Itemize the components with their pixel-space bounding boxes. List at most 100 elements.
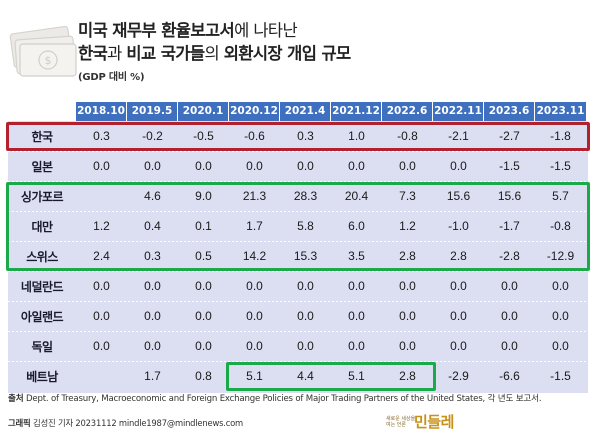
- table-cell: 0.0: [399, 309, 416, 323]
- row-label: 아일랜드: [20, 309, 64, 324]
- table-header-row: 2018.10 2019.5 2020.1 2020.12 2021.4 2021.12 2…: [76, 102, 586, 121]
- table-cell: 0.0: [450, 339, 467, 353]
- table-cell: 7.3: [399, 189, 416, 203]
- title-part: 에 나타난: [234, 21, 298, 40]
- title-part: 미국 재무부 환율보고서: [78, 21, 235, 40]
- table-cell: -0.6: [244, 129, 265, 143]
- table-cell: 1.0: [348, 129, 365, 143]
- table-cell: 1.2: [399, 219, 416, 233]
- row-label: 싱가포르: [20, 189, 64, 204]
- table-row: 대만 1.2 0.4 0.1 1.7 5.8 6.0 1.2 -1.0 -1.7 -0.8: [8, 211, 588, 241]
- table-cell: 5.8: [297, 219, 314, 233]
- title-line-2: 한국과 비교 국가들의 외환시장 개입 규모: [78, 40, 351, 64]
- table-cell: 0.0: [195, 339, 212, 353]
- table-cell: 5.1: [246, 369, 263, 383]
- table-cell: -0.2: [142, 129, 163, 143]
- table-cell: 15.3: [293, 249, 318, 263]
- column-header: 2022.11: [433, 102, 484, 121]
- unit-label: (GDP 대비 %): [78, 72, 145, 83]
- table-cell: 2.4: [93, 249, 110, 263]
- logo: 민들레: [414, 413, 454, 431]
- table-cell: 0.3: [93, 129, 110, 143]
- table-cell: -0.5: [193, 129, 214, 143]
- logo-tagline: 새로운 세상을 여는 언론: [386, 416, 416, 428]
- source-text: Dept. of Treasury, Macroeconomic and For…: [23, 394, 542, 404]
- table-cell: 0.0: [93, 279, 110, 293]
- table-cell: -2.8: [499, 249, 520, 263]
- table-cell: 0.0: [399, 159, 416, 173]
- table-cell: 0.0: [144, 159, 161, 173]
- money-bills-icon: $: [9, 25, 77, 77]
- table-cell: -1.8: [550, 129, 571, 143]
- highlight-box-red: [6, 122, 590, 151]
- table-cell: 3.5: [348, 249, 365, 263]
- table-row: 스위스 2.4 0.3 0.5 14.2 15.3 3.5 2.8 2.8 -2.8 -12.9: [8, 241, 588, 271]
- table-row: 한국 0.3 -0.2 -0.5 -0.6 0.3 1.0 -0.8 -2.1 -2.7 -1.8: [8, 121, 588, 151]
- table-cell: 0.0: [297, 159, 314, 173]
- title-part: 과: [107, 44, 127, 63]
- table-cell: 0.0: [144, 309, 161, 323]
- table-cell: -1.5: [550, 159, 571, 173]
- table-cell: 6.0: [348, 219, 365, 233]
- row-label: 네덜란드: [20, 279, 64, 294]
- table-cell: -1.7: [499, 219, 520, 233]
- table-cell: 21.3: [242, 189, 267, 203]
- table-cell: 0.0: [195, 279, 212, 293]
- row-divider: [8, 211, 588, 212]
- column-header: 2023.6: [484, 102, 535, 121]
- title-part: 한국: [78, 44, 108, 63]
- column-header: 2020.1: [178, 102, 229, 121]
- row-divider: [8, 151, 588, 152]
- table-cell: 0.0: [501, 309, 518, 323]
- row-label: 베트남: [26, 369, 58, 384]
- title-part: 의: [204, 44, 224, 63]
- table-cell: 0.0: [399, 279, 416, 293]
- table-cell: 9.0: [195, 189, 212, 203]
- table-cell: 15.6: [497, 189, 522, 203]
- table-cell: 0.0: [552, 279, 569, 293]
- column-header: 2019.5: [127, 102, 178, 121]
- table-cell: 2.8: [399, 369, 416, 383]
- column-header: 2020.12: [229, 102, 280, 121]
- table-cell: 0.0: [246, 309, 263, 323]
- row-label: 스위스: [26, 249, 58, 264]
- table-cell: -0.8: [397, 129, 418, 143]
- table-cell: -1.0: [448, 219, 469, 233]
- table-cell: 0.0: [552, 309, 569, 323]
- column-header: 2023.11: [535, 102, 586, 121]
- table-cell: 20.4: [344, 189, 369, 203]
- table-cell: -0.8: [550, 219, 571, 233]
- svg-text:$: $: [45, 54, 52, 67]
- row-divider: [8, 301, 588, 302]
- table-cell: 4.4: [297, 369, 314, 383]
- row-divider: [8, 361, 588, 362]
- table-cell: 0.0: [552, 339, 569, 353]
- table-cell: 1.7: [246, 219, 263, 233]
- table-cell: 0.0: [144, 279, 161, 293]
- row-label: 독일: [31, 339, 53, 354]
- table-row: 독일 0.0 0.0 0.0 0.0 0.0 0.0 0.0 0.0 0.0 0.0: [8, 331, 588, 361]
- table-row: 일본 0.0 0.0 0.0 0.0 0.0 0.0 0.0 0.0 -1.5 -1.5: [8, 151, 588, 181]
- table-cell: 0.0: [348, 279, 365, 293]
- table-cell: 0.0: [93, 339, 110, 353]
- table-row: 베트남 1.7 0.8 5.1 4.4 5.1 2.8 -2.9 -6.6 -1.5: [8, 361, 588, 391]
- row-divider: [8, 181, 588, 182]
- table-cell: 0.0: [450, 309, 467, 323]
- source-label: 출처: [8, 394, 24, 404]
- table-cell: 0.0: [297, 339, 314, 353]
- table-cell: 0.0: [348, 309, 365, 323]
- highlight-box-green: [6, 182, 590, 271]
- table-cell: -6.6: [499, 369, 520, 383]
- table-body-background: [8, 121, 588, 393]
- table-cell: 0.0: [450, 279, 467, 293]
- highlight-box-green: [226, 362, 436, 391]
- table-cell: -2.1: [448, 129, 469, 143]
- column-header: 2022.6: [382, 102, 433, 121]
- table-cell: 0.0: [93, 309, 110, 323]
- title-part: 비교 국가들: [126, 44, 205, 63]
- title-line-1: 미국 재무부 환율보고서에 나타난: [78, 17, 298, 41]
- row-divider: [8, 331, 588, 332]
- table-cell: 0.0: [246, 159, 263, 173]
- row-label: 한국: [31, 129, 53, 144]
- table-cell: 4.6: [144, 189, 161, 203]
